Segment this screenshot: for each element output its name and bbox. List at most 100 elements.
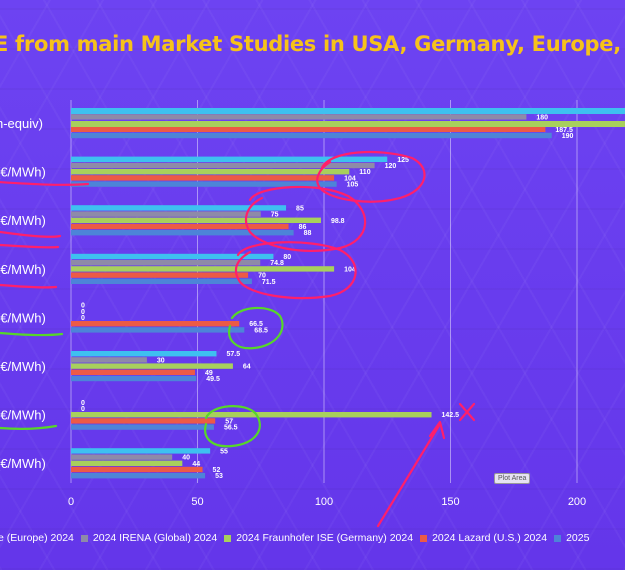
red-circle-annotation	[316, 150, 426, 203]
x-tick-label: 150	[441, 496, 459, 508]
bar[interactable]	[71, 169, 350, 175]
data-label: 56.5	[224, 425, 238, 432]
bar[interactable]	[71, 230, 294, 236]
data-label: 190	[562, 133, 574, 140]
green-circle-annotation	[228, 306, 284, 350]
data-label: 80	[283, 254, 291, 261]
data-label: 0	[81, 309, 85, 316]
data-label: 70	[258, 273, 266, 280]
legend-label: 2024 Lazard (U.S.) 2024	[432, 532, 548, 544]
bar[interactable]	[71, 278, 252, 284]
data-label: 49.5	[206, 376, 220, 383]
data-label: 110	[359, 169, 370, 176]
data-label: 57	[225, 418, 233, 425]
data-label: 120	[385, 163, 397, 170]
red-underline-annotation	[0, 230, 62, 238]
bar[interactable]	[71, 126, 546, 132]
data-label: 30	[157, 357, 165, 364]
bar[interactable]	[71, 412, 432, 418]
data-label: 75	[271, 212, 279, 219]
data-label: 53	[215, 473, 223, 480]
legend-swatch	[224, 534, 232, 542]
data-label: 74.8	[270, 260, 284, 267]
green-underline-annotation	[0, 424, 58, 430]
legend-item: e (Europe) 2024	[0, 532, 74, 544]
annotations	[0, 150, 476, 528]
legend-item: 2024 IRENA (Global) 2024	[80, 532, 218, 544]
red-underline-annotation	[0, 283, 58, 289]
bar[interactable]	[71, 321, 240, 327]
bar[interactable]	[71, 205, 287, 211]
data-label: 0	[81, 315, 85, 322]
category-label: (€/MWh)	[0, 262, 46, 277]
legend-swatch	[80, 534, 88, 542]
bar[interactable]	[71, 454, 173, 460]
chart-title: E from main Market Studies in USA, Germa…	[0, 32, 625, 56]
bar[interactable]	[71, 473, 206, 479]
data-label: 49	[205, 370, 213, 377]
data-label: 57.5	[226, 351, 240, 358]
red-underline-annotation	[0, 181, 90, 186]
data-labels: 180187.5190125120110104105857598.8868880…	[81, 114, 573, 480]
legend-swatch	[554, 534, 562, 542]
bar[interactable]	[71, 327, 245, 333]
bars	[71, 108, 625, 479]
green-circle-annotation	[204, 405, 261, 448]
red-arrow-annotation	[376, 422, 442, 528]
bar[interactable]	[71, 223, 289, 230]
red-cross-annotation	[458, 402, 476, 422]
data-label: 104	[344, 175, 356, 182]
category-label: (€/MWh)	[0, 213, 46, 228]
legend: e (Europe) 2024 2024 IRENA (Global) 2024 2…	[0, 532, 596, 544]
bar[interactable]	[71, 162, 375, 169]
bar[interactable]	[71, 217, 321, 223]
bar[interactable]	[71, 460, 183, 466]
bar[interactable]	[71, 175, 335, 181]
data-label: 0	[81, 406, 85, 413]
data-label: 105	[347, 182, 359, 189]
legend-item: 2024 Lazard (U.S.) 2024	[420, 532, 547, 544]
bar[interactable]	[71, 357, 147, 363]
bar[interactable]	[71, 266, 335, 272]
red-circle-annotation	[244, 185, 367, 252]
data-label: 125	[397, 157, 409, 164]
x-tick-label: 0	[68, 496, 74, 508]
bar[interactable]	[71, 369, 195, 375]
bar	[71, 108, 625, 114]
bar[interactable]	[71, 375, 197, 382]
bar[interactable]	[71, 114, 527, 120]
legend-label: 2024 Fraunhofer ISE (Germany) 2024	[236, 532, 414, 544]
bar[interactable]	[71, 156, 388, 162]
data-label: 55	[220, 448, 228, 455]
legend-item: 2024 Fraunhofer ISE (Germany) 2024	[224, 532, 413, 544]
bar[interactable]	[71, 418, 216, 424]
bar[interactable]	[71, 253, 274, 260]
category-label: (€/MWh)	[0, 359, 46, 374]
data-label: 68.5	[254, 327, 268, 334]
bar[interactable]	[71, 260, 261, 266]
category-label: (€/MWh)	[0, 165, 46, 180]
legend-label: 2024 IRENA (Global) 2024	[92, 532, 218, 544]
bar[interactable]	[71, 466, 203, 473]
data-label: 180	[536, 114, 548, 121]
plot-area-tooltip: Plot Area	[494, 473, 531, 484]
data-label: 85	[296, 205, 304, 212]
data-label: 142.5	[442, 412, 460, 419]
bar[interactable]	[71, 132, 552, 139]
bar[interactable]	[71, 448, 211, 454]
bar[interactable]	[71, 424, 214, 430]
bar[interactable]	[71, 351, 217, 357]
category-label: h-equiv)	[0, 116, 43, 131]
data-label: 52	[213, 467, 221, 474]
data-label: 88	[304, 230, 312, 237]
legend-label: e (Europe) 2024	[0, 532, 74, 544]
bar[interactable]	[71, 181, 337, 187]
red-circle-annotation	[234, 241, 357, 300]
data-label: 71.5	[262, 279, 276, 286]
bar[interactable]	[71, 272, 249, 278]
data-label: 0	[81, 303, 85, 310]
bar[interactable]	[71, 363, 233, 369]
bar[interactable]	[71, 211, 261, 217]
x-tick-labels: 0 50 100 150 200	[68, 496, 586, 508]
